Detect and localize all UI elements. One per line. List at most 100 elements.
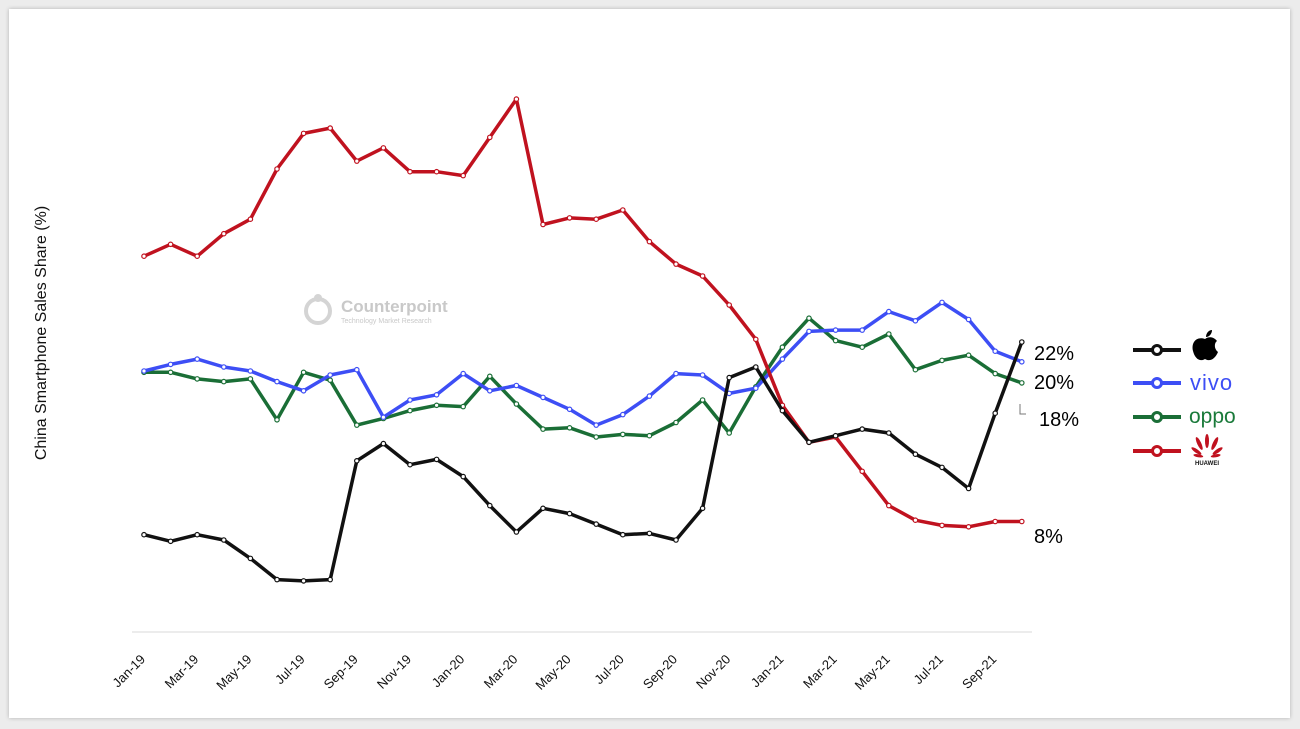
data-point-huawei — [885, 502, 892, 509]
data-point-vivo — [566, 406, 573, 413]
series-line-vivo — [143, 300, 1023, 427]
data-point-vivo — [912, 317, 919, 324]
legend-item-apple — [1133, 330, 1218, 361]
data-point-apple — [726, 374, 733, 381]
x-tick-label: Mar-21 — [800, 652, 840, 692]
data-point-huawei — [167, 241, 174, 248]
data-point-oppo — [673, 419, 679, 426]
data-point-huawei — [327, 125, 334, 131]
data-point-huawei — [194, 253, 201, 260]
data-point-vivo — [939, 299, 945, 306]
data-point-vivo — [380, 414, 387, 421]
data-point-vivo — [1018, 358, 1025, 365]
apple-icon — [1192, 330, 1218, 361]
x-tick-label: Nov-20 — [693, 652, 733, 692]
data-point-huawei — [859, 468, 866, 475]
data-point-vivo — [646, 393, 653, 399]
data-point-oppo — [407, 407, 413, 414]
data-point-oppo — [327, 377, 334, 384]
data-point-oppo — [566, 424, 573, 431]
data-point-oppo — [593, 434, 600, 440]
data-point-oppo — [353, 422, 360, 428]
huawei-logo-icon — [1191, 434, 1223, 458]
data-point-apple — [646, 530, 653, 537]
data-point-apple — [433, 456, 440, 463]
series-oppo — [141, 315, 1025, 440]
x-tick-label: Jan-21 — [748, 652, 787, 691]
data-point-vivo — [779, 356, 786, 362]
data-point-oppo — [513, 401, 520, 407]
data-point-vivo — [540, 394, 546, 401]
data-point-oppo — [965, 352, 972, 359]
data-point-apple — [274, 576, 280, 583]
watermark-tagline: Technology Market Research — [341, 318, 432, 325]
data-point-oppo — [939, 357, 945, 364]
data-point-vivo — [673, 370, 679, 377]
data-point-huawei — [992, 518, 999, 525]
data-point-apple — [353, 457, 360, 464]
x-tick-label: Jan-20 — [429, 652, 468, 691]
data-point-apple — [965, 485, 972, 492]
data-point-apple — [619, 531, 626, 538]
data-point-vivo — [832, 327, 839, 333]
data-point-huawei — [141, 253, 147, 260]
data-point-apple — [939, 464, 945, 471]
data-point-vivo — [353, 366, 360, 373]
data-point-vivo — [433, 391, 440, 398]
data-point-apple — [380, 440, 387, 447]
legend-item-vivo: vivo — [1133, 370, 1233, 395]
data-point-oppo — [460, 403, 467, 410]
x-tick-label: May-20 — [532, 652, 573, 693]
data-point-oppo — [221, 378, 227, 385]
data-point-huawei — [486, 134, 493, 141]
legend-item-huawei: HUAWEI — [1133, 434, 1223, 467]
data-point-vivo — [327, 372, 334, 378]
x-axis-ticks: Jan-19 Mar-19 May-19 Jul-19 Sep-19 Nov-19 Jan-… — [109, 652, 999, 693]
data-point-apple — [167, 538, 174, 545]
data-point-vivo — [699, 372, 706, 378]
data-point-apple — [912, 451, 919, 458]
data-point-oppo — [912, 366, 919, 373]
series-layer — [141, 96, 1025, 584]
legend-label-huawei: HUAWEI — [1195, 461, 1219, 467]
data-point-huawei — [965, 523, 972, 530]
data-point-apple — [300, 578, 307, 584]
data-point-huawei — [380, 145, 387, 151]
watermark: Counterpoint Technology Market Research — [304, 294, 448, 325]
data-point-oppo — [619, 431, 626, 438]
data-point-oppo — [646, 432, 653, 439]
data-point-vivo — [407, 397, 413, 403]
counterpoint-logo-dot — [314, 294, 322, 302]
data-point-vivo — [300, 387, 307, 394]
data-point-vivo — [247, 368, 254, 374]
data-point-huawei — [752, 336, 759, 343]
watermark-title: Counterpoint — [341, 297, 448, 316]
data-point-apple — [832, 432, 839, 439]
data-point-apple — [194, 531, 201, 538]
end-label-leader — [1019, 404, 1026, 415]
data-point-huawei — [566, 215, 573, 221]
data-point-huawei — [673, 261, 679, 267]
data-point-oppo — [274, 416, 280, 423]
data-point-apple — [221, 537, 227, 543]
legend-label-vivo: vivo — [1190, 370, 1233, 395]
data-point-oppo — [832, 337, 839, 344]
data-point-vivo — [141, 368, 147, 374]
data-point-huawei — [593, 216, 600, 223]
data-point-oppo — [300, 369, 307, 376]
data-point-huawei — [939, 522, 945, 529]
x-tick-label: Jan-19 — [109, 652, 148, 691]
data-point-apple — [1018, 339, 1025, 345]
data-point-vivo — [460, 370, 467, 377]
data-point-huawei — [619, 207, 626, 213]
data-point-vivo — [992, 348, 999, 355]
x-tick-label: Jul-19 — [272, 652, 308, 688]
series-line-oppo — [144, 316, 1023, 439]
data-point-oppo — [779, 344, 786, 351]
data-point-vivo — [619, 411, 626, 418]
data-point-huawei — [540, 221, 546, 228]
data-point-apple — [699, 505, 706, 512]
data-point-apple — [247, 555, 254, 562]
data-point-apple — [593, 521, 600, 527]
